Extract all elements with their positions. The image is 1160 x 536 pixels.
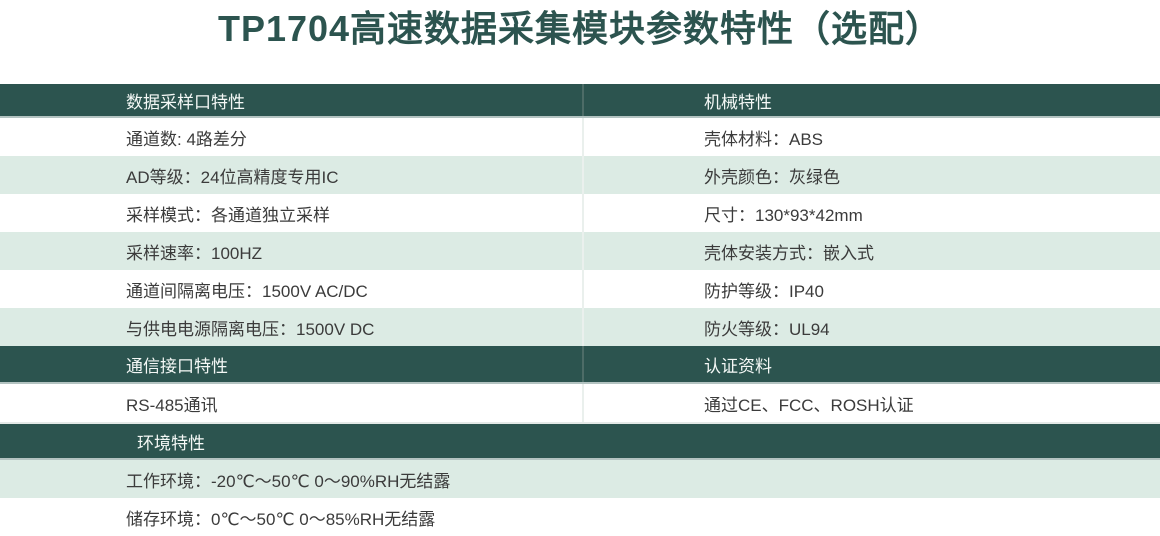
spec-cell-channel-count: 通道数: 4路差分 — [126, 129, 247, 149]
section-header-row: 通信接口特性 认证资料 — [0, 346, 1160, 384]
spec-cell-ad-grade: AD等级：24位高精度专用IC — [126, 167, 339, 187]
spec-row: 储存环境：0℃～50℃ 0～85%RH无结露 — [0, 498, 1160, 536]
spec-row: 通道数: 4路差分 壳体材料：ABS — [0, 118, 1160, 156]
spec-row: 工作环境：-20℃～50℃ 0～90%RH无结露 — [0, 460, 1160, 498]
section-header-row: 数据采样口特性 机械特性 — [0, 84, 1160, 118]
spec-cell-mounting: 壳体安装方式：嵌入式 — [582, 232, 1160, 270]
spec-row: 采样速率：100HZ 壳体安装方式：嵌入式 — [0, 232, 1160, 270]
spec-cell-dimensions: 尺寸：130*93*42mm — [582, 194, 1160, 232]
header-environment: 环境特性 — [137, 433, 205, 453]
header-mechanical: 机械特性 — [582, 84, 1160, 116]
spec-cell-fire-rating: 防火等级：UL94 — [582, 308, 1160, 346]
spec-row: 与供电电源隔离电压：1500V DC 防火等级：UL94 — [0, 308, 1160, 346]
spec-cell-sampling-rate: 采样速率：100HZ — [126, 243, 263, 263]
spec-row: 通道间隔离电压：1500V AC/DC 防护等级：IP40 — [0, 270, 1160, 308]
spec-cell-operating-env: 工作环境：-20℃～50℃ 0～90%RH无结露 — [126, 471, 451, 491]
spec-table: 数据采样口特性 机械特性 通道数: 4路差分 壳体材料：ABS AD等级：24位… — [0, 84, 1160, 536]
page-title: TP1704高速数据采集模块参数特性（选配） — [217, 8, 943, 49]
spec-cell-shell-material: 壳体材料：ABS — [582, 118, 1160, 156]
header-certification: 认证资料 — [582, 346, 1160, 382]
spec-cell-shell-color: 外壳颜色：灰绿色 — [582, 156, 1160, 194]
spec-row: 采样模式：各通道独立采样 尺寸：130*93*42mm — [0, 194, 1160, 232]
spec-cell-rs485: RS-485通讯 — [126, 395, 218, 415]
spec-cell-channel-isolation: 通道间隔离电压：1500V AC/DC — [126, 281, 368, 301]
header-comm-interface: 通信接口特性 — [126, 356, 228, 376]
spec-cell-sampling-mode: 采样模式：各通道独立采样 — [126, 205, 330, 225]
spec-cell-certifications: 通过CE、FCC、ROSH认证 — [582, 384, 1160, 422]
header-data-sampling-port: 数据采样口特性 — [126, 92, 245, 112]
spec-row: AD等级：24位高精度专用IC 外壳颜色：灰绿色 — [0, 156, 1160, 194]
spec-cell-ip-rating: 防护等级：IP40 — [582, 270, 1160, 308]
spec-cell-supply-isolation: 与供电电源隔离电压：1500V DC — [126, 319, 375, 339]
section-header-row: 环境特性 — [0, 422, 1160, 460]
spec-cell-storage-env: 储存环境：0℃～50℃ 0～85%RH无结露 — [126, 509, 436, 529]
spec-row: RS-485通讯 通过CE、FCC、ROSH认证 — [0, 384, 1160, 422]
